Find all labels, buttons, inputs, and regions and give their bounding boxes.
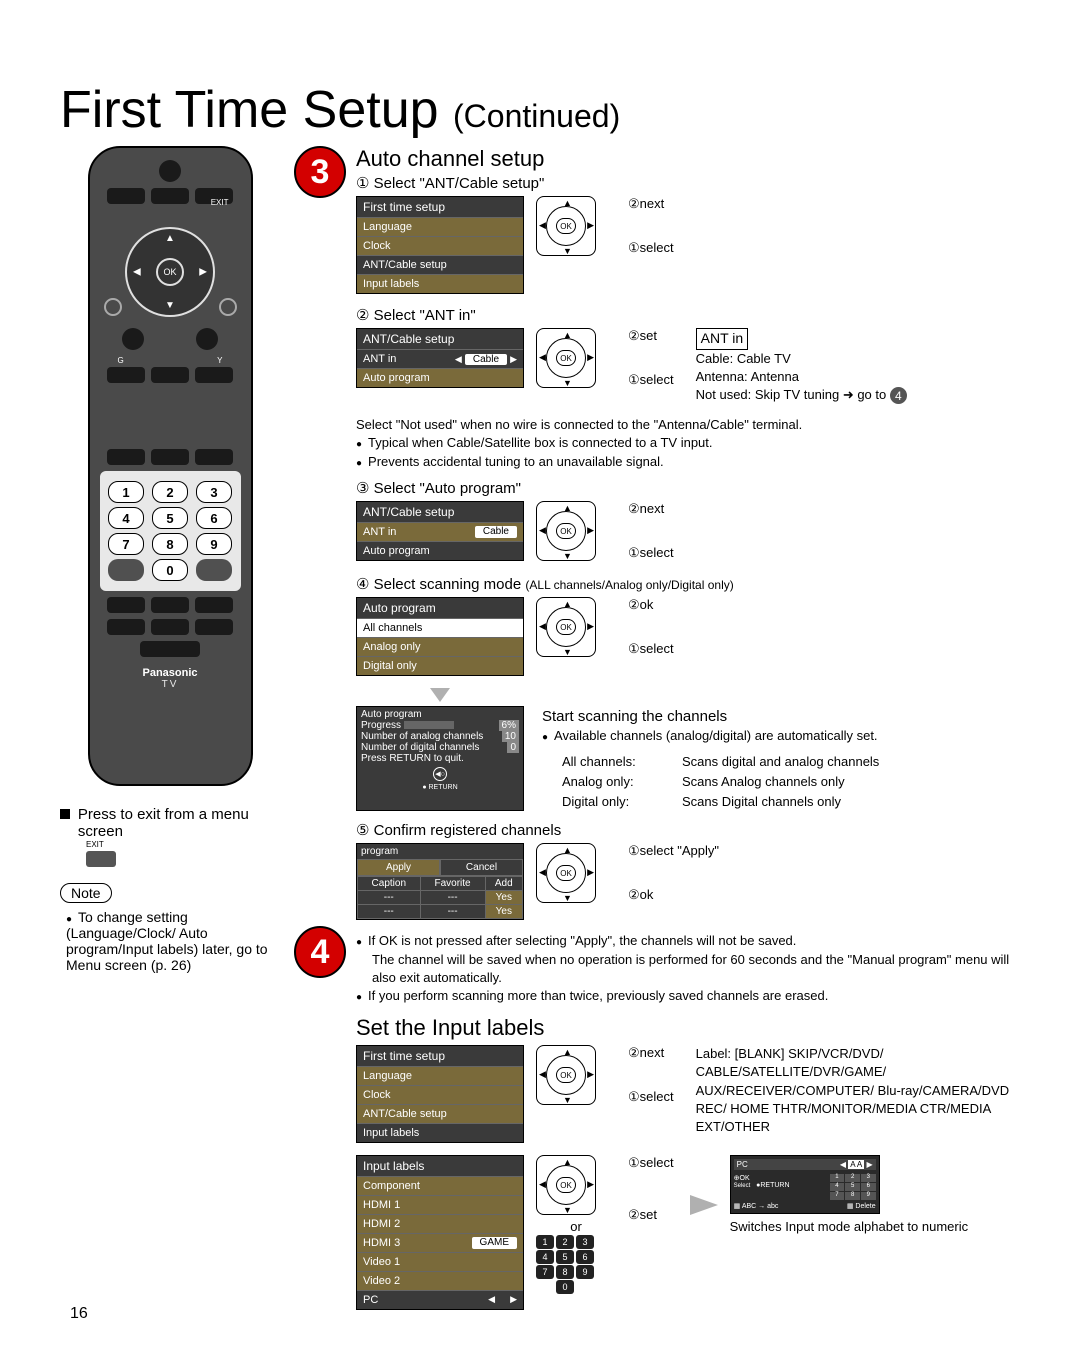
page-title: First Time Setup (Continued) [60,80,1020,140]
remote-numpad: 123 456 789 0 [100,471,241,591]
step-4-badge: 4 [294,926,346,978]
menu-autoprogram: Auto program All channels Analog only Di… [356,597,524,676]
menu-input-labels: Input labels Component HDMI 1 HDMI 2 HDM… [356,1155,524,1310]
step3-2-line: ② Select "ANT in" [356,306,1020,324]
arrow-right-icon [690,1195,718,1215]
arrow-down-icon [430,688,450,702]
nav-widget: OK ▲▼◀▶ [536,597,616,659]
nav-widget: OK ▲▼◀▶ [536,843,616,905]
menu-first-time-setup-2: First time setup Language Clock ANT/Cabl… [356,1045,524,1143]
note-pill: Note [60,883,112,903]
step-3-badge: 3 [294,146,346,198]
step3-5-notes: If OK is not pressed after selecting "Ap… [356,932,1020,1005]
input-label-screen: PC◀ A A ▶ ⊕OK Select ●RETURN 123456789 ▦… [730,1155,880,1214]
exit-note: Press to exit from a menu screen EXIT [60,806,280,867]
menu-antcable-2: ANT/Cable setup ANT inCable Auto program [356,501,524,561]
menu-first-time-setup: First time setup Language Clock ANT/Cabl… [356,196,524,294]
note-body: To change setting (Language/Clock/ Auto … [60,909,280,973]
label-list: Label: [BLANK] SKIP/VCR/DVD/ CABLE/SATEL… [696,1045,1020,1136]
step3-heading: Auto channel setup [356,146,1020,172]
step3-1-line: ① Select "ANT/Cable setup" [356,174,1020,192]
menu-antcable: ANT/Cable setup ANT in◀ Cable ▶ Auto pro… [356,328,524,388]
nav-widget: OK ▲▼◀▶ [536,1155,616,1217]
mini-keypad: 123 456 789 0 [536,1234,594,1295]
nav-widget: OK ▲▼◀▶ [536,328,616,390]
nav-widget: OK ▲▼◀▶ [536,1045,616,1107]
switch-note: Switches Input mode alphabet to numeric [730,1218,968,1236]
step3-3-line: ③ Select "Auto program" [356,479,1020,497]
progress-box: Auto program Progress 6% Number of analo… [356,706,524,812]
nav-widget: OK ▲▼◀▶ [536,196,616,258]
confirm-table: program ApplyCancel CaptionFavoriteAdd -… [356,843,524,920]
step3-2-notes: Select "Not used" when no wire is connec… [356,416,1020,471]
nav-widget: OK ▲▼◀▶ [536,501,616,563]
step3-4-line: ④ Select scanning mode (ALL channels/Ana… [356,575,1020,593]
remote-control: EXIT ▲▼ ◀▶ OK GY 123 456 789 [88,146,253,786]
page-number: 16 [70,1305,88,1323]
step3-5-line: ⑤ Confirm registered channels [356,821,1020,839]
step4-heading: Set the Input labels [356,1015,1020,1041]
